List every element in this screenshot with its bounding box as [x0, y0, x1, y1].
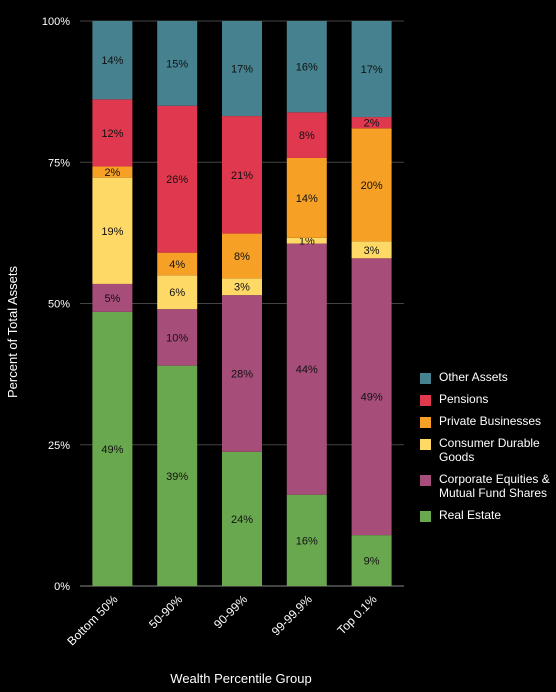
data-label: 39% — [166, 471, 188, 483]
data-label: 17% — [231, 64, 253, 76]
x-tick-label: Top 0.1% — [334, 592, 380, 638]
data-label: 26% — [166, 174, 188, 186]
legend: Other Assets Pensions Private Businesses Co… — [420, 370, 556, 530]
data-label: 8% — [234, 251, 250, 263]
x-axis-title: Wealth Percentile Group — [170, 671, 311, 686]
data-label: 20% — [361, 180, 383, 192]
data-label: 3% — [364, 245, 380, 257]
data-label: 8% — [299, 130, 315, 142]
bar-segment — [286, 243, 327, 495]
bar-segment — [157, 105, 198, 253]
bar-segment — [351, 258, 392, 536]
x-tick-label: 99-99.9% — [269, 592, 315, 638]
bar-segment — [351, 21, 392, 118]
data-label: 28% — [231, 368, 253, 380]
bar-segment — [157, 275, 198, 310]
data-label: 16% — [296, 62, 318, 74]
bar-segment — [351, 117, 392, 129]
data-label: 10% — [166, 332, 188, 344]
bar-segment — [222, 233, 262, 279]
legend-swatch — [420, 511, 431, 522]
legend-label: Consumer Durable Goods — [439, 436, 540, 464]
y-tick-label: 100% — [42, 16, 70, 28]
y-tick-label: 0% — [54, 581, 70, 593]
y-tick-label: 75% — [48, 157, 70, 169]
data-label: 2% — [104, 167, 120, 179]
bar-segment — [92, 177, 133, 284]
bar-segment — [351, 128, 392, 242]
data-label: 5% — [104, 293, 120, 305]
legend-item: Other Assets — [420, 370, 556, 384]
bar-segment — [222, 278, 262, 296]
legend-label: Pensions — [439, 392, 489, 406]
data-label: 4% — [169, 259, 185, 271]
data-label: 16% — [296, 535, 318, 547]
bar-segment — [351, 241, 392, 259]
data-label: 24% — [231, 514, 253, 526]
data-label: 14% — [296, 193, 318, 205]
data-label: 19% — [101, 226, 123, 238]
bar-segment — [157, 21, 198, 106]
data-label: 9% — [364, 556, 380, 568]
bars: 49% 5% 19% 2% 12% 14% 39% 10% 6% 4% 26% 15% 24% 28% 3%… — [92, 21, 392, 586]
y-axis-ticks: 0% 25% 50% 75% 100% — [42, 16, 70, 593]
legend-label: Real Estate — [439, 508, 502, 522]
bar-segment — [92, 283, 133, 312]
legend-swatch — [420, 395, 431, 406]
data-label: 2% — [364, 118, 380, 130]
bar-segment — [222, 21, 262, 117]
data-label: 6% — [169, 287, 185, 299]
y-tick-label: 25% — [48, 440, 70, 452]
bar-segment — [92, 21, 133, 100]
bar-segment — [157, 309, 198, 366]
bar-segment — [157, 365, 198, 586]
data-label: 3% — [234, 282, 250, 294]
data-label: 21% — [231, 170, 253, 182]
legend-item: Corporate Equities & Mutual Fund Shares — [420, 472, 556, 500]
legend-swatch — [420, 417, 431, 428]
bar-segment — [351, 535, 392, 586]
bar-segment — [157, 252, 198, 276]
bar-segment — [286, 237, 327, 244]
legend-item: Private Businesses — [420, 414, 556, 428]
legend-swatch — [420, 475, 431, 486]
bar-segment — [222, 116, 262, 234]
x-tick-label: 50-90% — [146, 592, 185, 631]
y-tick-label: 50% — [48, 299, 70, 311]
legend-swatch — [420, 373, 431, 384]
y-axis-title: Percent of Total Assets — [5, 266, 20, 398]
legend-item: Real Estate — [420, 508, 556, 522]
bar-segment — [222, 295, 262, 452]
bar-segment — [92, 166, 133, 178]
data-label: 15% — [166, 58, 188, 70]
x-tick-label: Bottom 50% — [64, 592, 120, 648]
legend-item: Consumer Durable Goods — [420, 436, 556, 464]
bar-segment — [222, 451, 262, 586]
bar-segment — [286, 157, 327, 238]
bar-segment — [286, 21, 327, 113]
bar-segment — [286, 112, 327, 158]
data-label: 1% — [299, 236, 315, 248]
legend-item: Pensions — [420, 392, 556, 406]
bar-segment — [92, 311, 133, 586]
legend-label: Other Assets — [439, 370, 508, 384]
bar-segment — [286, 494, 327, 586]
x-tick-label: 90-99% — [211, 592, 250, 631]
data-label: 49% — [361, 392, 383, 404]
data-label: 14% — [101, 55, 123, 67]
data-label: 44% — [296, 364, 318, 376]
data-label: 49% — [101, 444, 123, 456]
data-label: 17% — [361, 64, 383, 76]
bar-segment — [92, 99, 133, 167]
legend-label: Corporate Equities & Mutual Fund Shares — [439, 472, 550, 500]
data-label: 12% — [101, 128, 123, 140]
legend-swatch — [420, 439, 431, 450]
x-axis-ticks: Bottom 50% 50-90% 90-99% 99-99.9% Top 0.1% — [64, 592, 380, 648]
legend-label: Private Businesses — [439, 414, 542, 428]
